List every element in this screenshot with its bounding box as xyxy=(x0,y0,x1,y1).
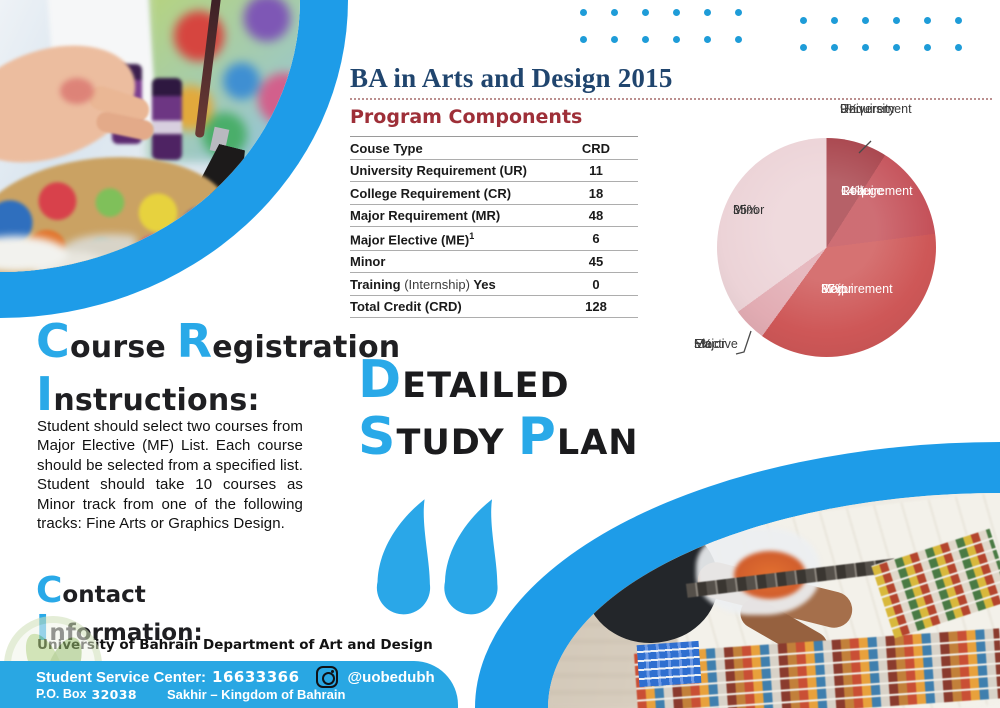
table-row: Minor 45 xyxy=(350,250,638,274)
paint-tubes xyxy=(0,226,136,272)
instagram-handle: @uobedubh xyxy=(347,668,435,686)
location-text: Sakhir – Kingdom of Bahrain xyxy=(166,687,346,702)
row-label: Major Elective (ME)1 xyxy=(350,226,554,251)
row-label: Total Credit (CRD) xyxy=(350,295,554,319)
decorative-dot xyxy=(735,36,742,43)
decorative-dot xyxy=(673,9,680,16)
decorative-dot xyxy=(580,9,587,16)
paint-smudge xyxy=(60,78,94,104)
quotation-mark-graphic xyxy=(376,499,498,615)
program-pie-chart: University Requirement 9% College Requir… xyxy=(690,100,1000,395)
decorative-dot xyxy=(611,36,618,43)
paint-bottle xyxy=(152,78,182,160)
university-department-line: University of Bahrain Department of Art … xyxy=(37,637,433,653)
table-row: Training (Internship) Yes 0 xyxy=(350,272,638,296)
decorative-dot xyxy=(642,9,649,16)
decorative-dot xyxy=(704,36,711,43)
decorative-dot xyxy=(704,9,711,16)
decorative-dot xyxy=(862,44,869,51)
po-box-number: 32038 xyxy=(91,687,137,702)
blue-tiles-cluster xyxy=(636,640,702,688)
row-label: Major Requirement (MR) xyxy=(350,204,554,227)
decorative-dot xyxy=(924,17,931,24)
crd-header: CRD xyxy=(554,136,638,160)
service-center-label: Student Service Center: xyxy=(36,668,207,686)
row-note: (Internship) xyxy=(404,276,470,292)
row-value: 128 xyxy=(554,295,638,319)
decorative-dot xyxy=(955,17,962,24)
footer-line-2: P.O. Box 32038 Sakhir – Kingdom of Bahra… xyxy=(36,687,345,702)
registration-instructions-text: Student should select two courses from M… xyxy=(37,418,303,533)
program-table: Couse Type CRD University Requirement (U… xyxy=(350,136,638,319)
decorative-dot xyxy=(831,44,838,51)
table-row: College Requirement (CR) 18 xyxy=(350,181,638,205)
row-label: Minor xyxy=(350,250,554,274)
row-value: 48 xyxy=(554,204,638,227)
table-row: University Requirement (UR) 11 xyxy=(350,159,638,182)
decorative-dot xyxy=(642,36,649,43)
decorative-dot xyxy=(893,17,900,24)
row-value: 18 xyxy=(554,181,638,205)
row-label: Training (Internship) Yes xyxy=(350,272,554,296)
service-center-phone: 16633366 xyxy=(212,668,300,686)
dotted-divider xyxy=(350,98,992,100)
decorative-dot xyxy=(955,44,962,51)
decorative-dot xyxy=(580,36,587,43)
footer-contact-bar: Student Service Center: 16633366 @uobedu… xyxy=(0,661,458,708)
row-value: 6 xyxy=(554,226,638,251)
decorative-dot xyxy=(735,9,742,16)
decorative-dot xyxy=(611,9,618,16)
po-box-label: P.O. Box xyxy=(36,687,87,701)
decorative-dot xyxy=(862,17,869,24)
row-value: 45 xyxy=(554,250,638,274)
pie-callout-lines xyxy=(735,140,872,355)
footnote-marker: 1 xyxy=(469,230,475,241)
program-components-heading: Program Components xyxy=(350,106,583,128)
table-row: Major Requirement (MR) 48 xyxy=(350,204,638,227)
dot-grid-left xyxy=(580,9,742,43)
instagram-icon xyxy=(315,666,338,688)
decorative-dot xyxy=(924,44,931,51)
row-value: 0 xyxy=(554,272,638,296)
decorative-dot xyxy=(800,17,807,24)
detailed-study-plan-heading: DETAILED STUDY PLAN xyxy=(358,350,639,467)
decorative-dot xyxy=(673,36,680,43)
decorative-dot xyxy=(893,44,900,51)
pie xyxy=(717,138,936,357)
course-registration-heading: Course Registration Instructions: xyxy=(36,314,401,421)
decorative-dot xyxy=(800,44,807,51)
row-label: College Requirement (CR) xyxy=(350,181,554,205)
mosaic-workshop-photo xyxy=(548,493,1000,708)
dot-grid-right xyxy=(800,0,962,51)
table-row: Major Elective (ME)1 6 xyxy=(350,226,638,251)
painting-hand-photo xyxy=(0,0,300,272)
row-label: University Requirement (UR) xyxy=(350,159,554,182)
footer-line-1: Student Service Center: 16633366 @uobedu… xyxy=(36,666,435,688)
table-row: Total Credit (CRD) 128 xyxy=(350,295,638,319)
table-header-row: Couse Type CRD xyxy=(350,136,638,160)
decorative-dot xyxy=(831,17,838,24)
course-type-header: Couse Type xyxy=(350,136,554,160)
page-title: BA in Arts and Design 2015 xyxy=(350,63,673,93)
row-value: 11 xyxy=(554,159,638,182)
